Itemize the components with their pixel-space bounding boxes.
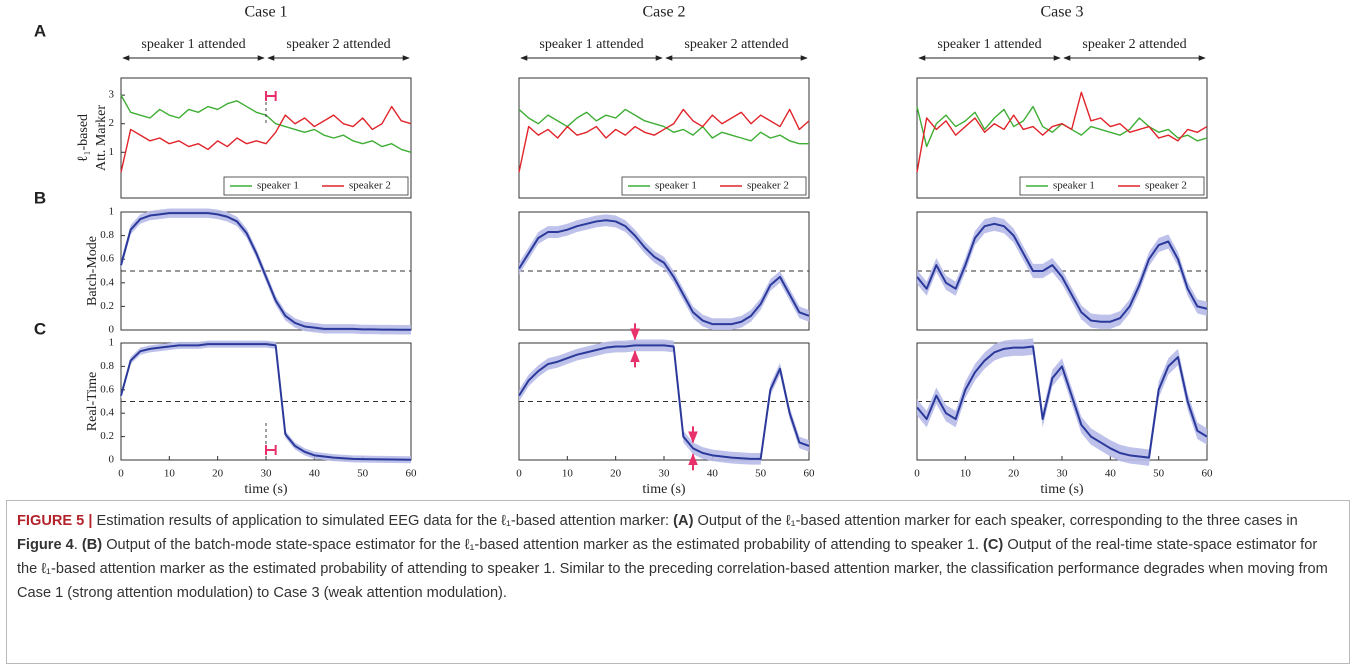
y-tick-label: 0.2 xyxy=(100,300,114,312)
series-line xyxy=(120,212,411,331)
caption-text: . xyxy=(73,537,82,553)
caption-text: (B) xyxy=(81,537,103,553)
caption: FIGURE 5 | Estimation results of applica… xyxy=(6,500,1350,664)
x-tick-label: 60 xyxy=(406,468,418,480)
panel-label: B xyxy=(34,188,46,207)
case-title: Case 1 xyxy=(244,4,287,21)
x-tick-label: 0 xyxy=(914,468,920,480)
series-line xyxy=(916,222,1208,323)
legend-box xyxy=(621,176,807,196)
series-line xyxy=(120,105,412,173)
x-axis-label: time (s) xyxy=(642,482,685,497)
x-axis-label: time (s) xyxy=(244,482,287,497)
x-tick-label: 40 xyxy=(1105,468,1117,480)
series-line xyxy=(518,108,810,173)
x-tick-label: 0 xyxy=(516,468,522,480)
y-tick-label: 0.6 xyxy=(100,253,114,265)
x-tick-label: 0 xyxy=(118,468,124,480)
y-axis-label: Batch-Mode xyxy=(85,236,100,306)
x-tick-label: 50 xyxy=(357,468,369,480)
x-tick-label: 20 xyxy=(212,468,224,480)
series-line xyxy=(518,219,810,326)
y-tick-label: 0 xyxy=(109,454,115,466)
annotation: speaker 2 attended xyxy=(286,37,390,52)
panel-label: A xyxy=(34,21,46,40)
caption-text: (A) xyxy=(673,513,694,529)
y-tick-label: 1 xyxy=(109,337,115,349)
caption-text: Figure 4 xyxy=(17,537,74,553)
case-title: Case 2 xyxy=(642,4,685,21)
x-tick-label: 10 xyxy=(164,468,176,480)
legend-label: speaker 1 xyxy=(655,180,697,192)
caption-text: Estimation results of application to sim… xyxy=(92,513,674,529)
y-tick-label: 0.4 xyxy=(100,276,114,288)
legend: speaker 1 speaker 2 xyxy=(621,176,807,196)
y-tick-label: 0.8 xyxy=(100,360,114,372)
legend: speaker 1 speaker 2 xyxy=(223,176,409,196)
series-line xyxy=(120,343,412,461)
y-tick-label: 0.2 xyxy=(100,430,114,442)
case-title: Case 3 xyxy=(1040,4,1083,21)
legend-label: speaker 2 xyxy=(1145,180,1187,192)
x-tick-label: 30 xyxy=(659,468,671,480)
y-axis-label: Att. Marker xyxy=(94,105,109,171)
legend-box xyxy=(223,176,409,196)
x-tick-label: 30 xyxy=(1057,468,1069,480)
legend: speaker 1 speaker 2 xyxy=(1019,176,1205,196)
legend-label: speaker 1 xyxy=(257,180,299,192)
y-tick-label: 1 xyxy=(109,146,115,158)
y-tick-label: 3 xyxy=(109,89,115,101)
x-axis-label: time (s) xyxy=(1040,482,1083,497)
x-tick-label: 60 xyxy=(804,468,816,480)
y-axis-label: ℓ₁-based xyxy=(76,114,91,162)
y-tick-label: 0 xyxy=(109,324,115,336)
series-line xyxy=(916,91,1208,173)
annotation: speaker 2 attended xyxy=(1082,37,1186,52)
legend-label: speaker 1 xyxy=(1053,180,1095,192)
legend-label: speaker 2 xyxy=(349,180,391,192)
x-tick-label: 60 xyxy=(1202,468,1214,480)
legend-label: speaker 2 xyxy=(747,180,789,192)
y-tick-label: 0.4 xyxy=(100,407,114,419)
y-tick-label: 2 xyxy=(109,117,115,129)
confidence-band xyxy=(917,338,1207,466)
annotation: speaker 1 attended xyxy=(539,37,643,52)
annotation: speaker 1 attended xyxy=(141,37,245,52)
x-tick-label: 40 xyxy=(707,468,719,480)
caption-text: Output of the real-time state-space esti… xyxy=(17,537,1328,601)
y-axis-label: Real-Time xyxy=(85,372,100,431)
legend-box xyxy=(1019,176,1205,196)
x-tick-label: 10 xyxy=(960,468,972,480)
x-tick-label: 20 xyxy=(610,468,622,480)
figure: Case 1 speaker 1 attended speaker 2 attend… xyxy=(34,4,1214,498)
y-tick-label: 0.6 xyxy=(100,383,114,395)
series-line xyxy=(518,344,810,460)
y-tick-label: 1 xyxy=(109,206,115,218)
caption-text: Output of the ℓ₁-based attention marker … xyxy=(693,513,1298,529)
x-tick-label: 30 xyxy=(261,468,273,480)
caption-text: Output of the batch-mode state-space est… xyxy=(102,537,984,553)
caption-text: FIGURE 5 | xyxy=(17,513,93,529)
panel-label: C xyxy=(34,319,46,338)
caption-text: (C) xyxy=(983,537,1004,553)
annotation: speaker 1 attended xyxy=(937,37,1041,52)
annotation: speaker 2 attended xyxy=(684,37,788,52)
x-tick-label: 50 xyxy=(755,468,767,480)
x-tick-label: 40 xyxy=(309,468,321,480)
x-tick-label: 10 xyxy=(562,468,574,480)
confidence-band xyxy=(917,216,1207,329)
x-tick-label: 50 xyxy=(1153,468,1165,480)
x-tick-label: 20 xyxy=(1008,468,1020,480)
series-line xyxy=(916,345,1208,459)
y-tick-label: 0.8 xyxy=(100,229,114,241)
